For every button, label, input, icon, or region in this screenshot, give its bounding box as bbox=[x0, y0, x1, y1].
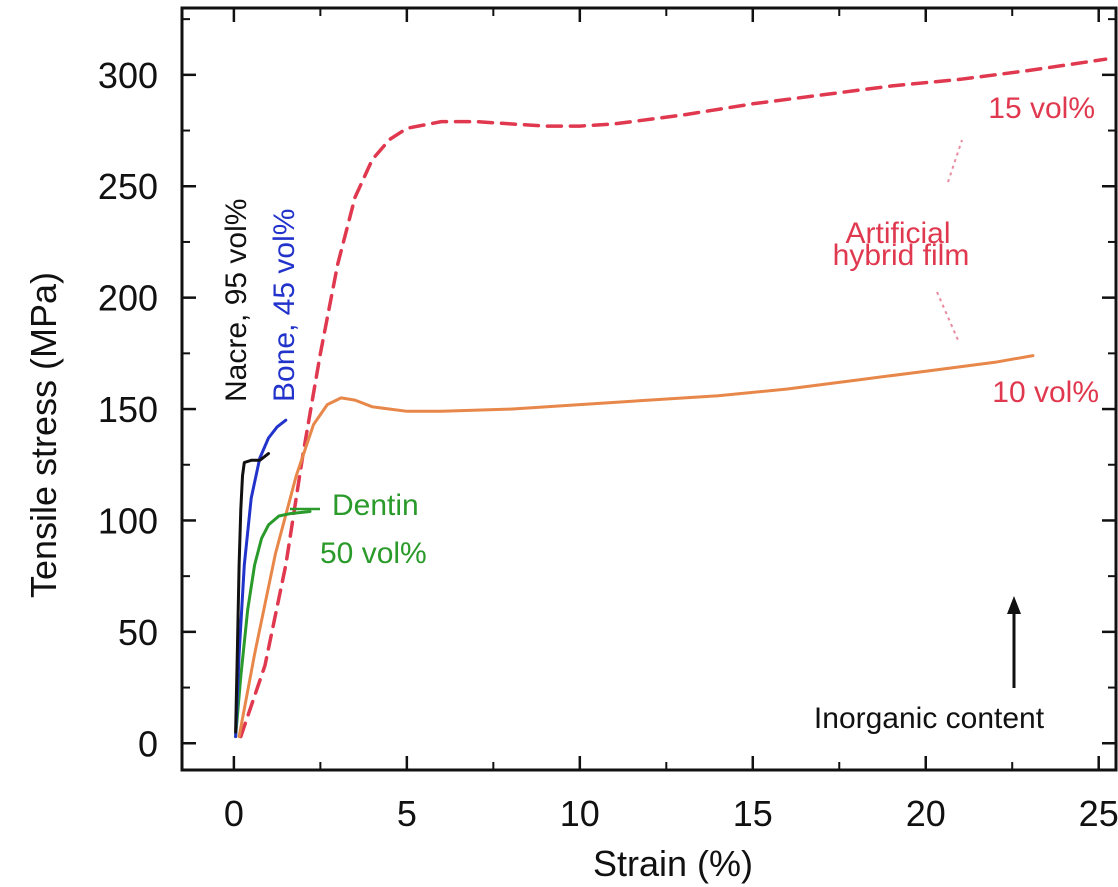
series-lines bbox=[234, 57, 1108, 739]
inorganic-content-label: Inorganic content bbox=[814, 702, 1045, 735]
axis-ticks bbox=[182, 8, 1116, 770]
artificial-leader-bottom bbox=[936, 291, 959, 341]
y-tick-labels: 0 50 100 150 200 250 300 bbox=[98, 55, 158, 764]
y-tick-label: 300 bbox=[98, 55, 158, 96]
dentin-label-line1: Dentin bbox=[332, 489, 419, 522]
x-tick-label: 5 bbox=[397, 793, 417, 834]
x-tick-label: 10 bbox=[560, 793, 600, 834]
y-tick-label: 200 bbox=[98, 278, 158, 319]
inorganic-arrow-head bbox=[1007, 596, 1021, 614]
dentin-label-line2: 50 vol% bbox=[320, 537, 427, 570]
x-tick-label: 15 bbox=[733, 793, 773, 834]
artificial-label-line2: hybrid film bbox=[833, 239, 970, 272]
y-tick-label: 100 bbox=[98, 500, 158, 541]
artificial-leader-top bbox=[947, 139, 963, 183]
y-axis-title: Tensile stress (MPa) bbox=[23, 272, 64, 598]
artificial-label-line1: Artificial bbox=[845, 217, 950, 250]
x-axis-title: Strain (%) bbox=[593, 843, 753, 884]
plot-frame bbox=[180, 6, 1118, 772]
y-tick-label: 50 bbox=[118, 612, 158, 653]
series-line-nacre-95-vol bbox=[234, 452, 270, 734]
y-tick-label: 150 bbox=[98, 389, 158, 430]
x-tick-labels: 0 5 10 15 20 25 bbox=[224, 793, 1118, 834]
x-tick-label: 20 bbox=[906, 793, 946, 834]
nacre-label: Nacre, 95 vol% bbox=[220, 199, 253, 402]
bone-label: Bone, 45 vol% bbox=[268, 209, 301, 402]
x-tick-label: 25 bbox=[1079, 793, 1118, 834]
y-tick-label: 250 bbox=[98, 166, 158, 207]
series-line-10-vol bbox=[237, 354, 1035, 739]
series-line-dentin-50-vol bbox=[234, 510, 312, 739]
series-line-15-vol bbox=[239, 57, 1108, 739]
series-line-bone-45-vol bbox=[234, 418, 288, 739]
vol15-label: 15 vol% bbox=[988, 92, 1095, 125]
vol10-label: 10 vol% bbox=[992, 376, 1099, 409]
x-tick-label: 0 bbox=[224, 793, 244, 834]
y-tick-label: 0 bbox=[138, 723, 158, 764]
